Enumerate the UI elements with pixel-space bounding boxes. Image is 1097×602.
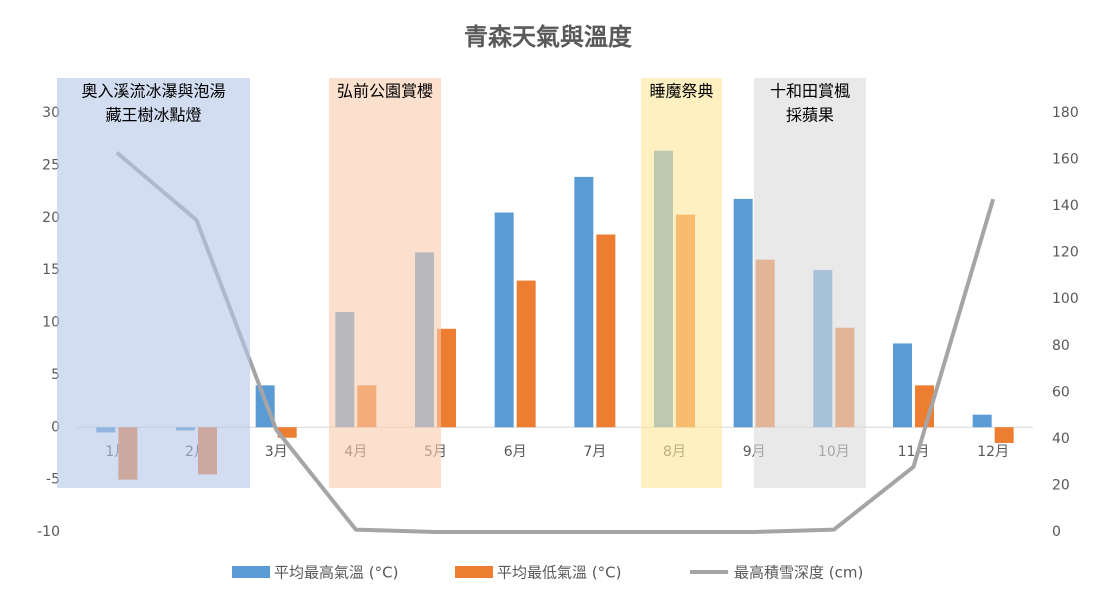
legend-swatch	[455, 566, 493, 578]
y2-tick-label: 0	[1052, 524, 1061, 540]
y2-tick-label: 20	[1052, 477, 1070, 493]
y-tick-label: 20	[42, 210, 60, 226]
bar	[596, 234, 616, 428]
line	[115, 151, 996, 534]
bar	[516, 280, 536, 428]
bar	[494, 212, 514, 428]
bar	[574, 176, 594, 428]
y-tick-label: 15	[42, 262, 60, 278]
annotation-box	[57, 78, 250, 488]
y-tick-label: 25	[42, 157, 60, 173]
y2-tick-label: 140	[1052, 198, 1079, 214]
y-tick-label: -5	[46, 472, 60, 488]
x-tick-label: 3月	[265, 444, 288, 460]
y2-tick-label: 60	[1052, 384, 1070, 400]
legend-label: 最高積雪深度 (cm)	[734, 564, 863, 582]
bar	[994, 427, 1014, 443]
y2-tick-label: 80	[1052, 338, 1070, 354]
y2-tick-label: 160	[1052, 152, 1079, 168]
annotation-text: 採蘋果	[786, 106, 834, 125]
annotation-text: 藏王樹冰點燈	[105, 106, 201, 125]
y-tick-label: 0	[51, 419, 60, 435]
bar	[972, 414, 992, 428]
y-tick-label: -10	[37, 524, 60, 540]
y2-tick-label: 120	[1052, 245, 1079, 261]
annotation-box	[329, 78, 441, 488]
y2-tick-label: 100	[1052, 291, 1079, 307]
x-tick-label: 6月	[504, 444, 527, 460]
y-tick-label: 30	[42, 105, 60, 121]
annotation-text: 睡魔祭典	[649, 82, 713, 101]
y-tick-label: 10	[42, 315, 60, 331]
y-tick-label: 5	[51, 367, 60, 383]
legend-label: 平均最低氣溫 (°C)	[497, 564, 621, 582]
annotation-text: 弘前公園賞櫻	[337, 82, 433, 101]
annotation-box	[754, 78, 866, 488]
annotation-text: 十和田賞楓	[770, 82, 850, 101]
y2-tick-label: 40	[1052, 431, 1070, 447]
bar	[277, 427, 297, 438]
chart-title: 青森天氣與溫度	[464, 23, 633, 51]
annotation-box	[641, 78, 722, 488]
x-tick-label: 12月	[977, 444, 1009, 460]
bar	[733, 198, 753, 428]
x-tick-label: 11月	[898, 444, 930, 460]
annotation-text: 奧入溪流冰瀑與泡湯	[81, 82, 225, 101]
bar	[437, 328, 456, 428]
x-tick-label: 7月	[583, 444, 606, 460]
y2-tick-label: 180	[1052, 105, 1079, 121]
bar	[893, 343, 912, 428]
legend-label: 平均最高氣溫 (°C)	[274, 564, 398, 582]
legend-swatch	[232, 566, 270, 578]
